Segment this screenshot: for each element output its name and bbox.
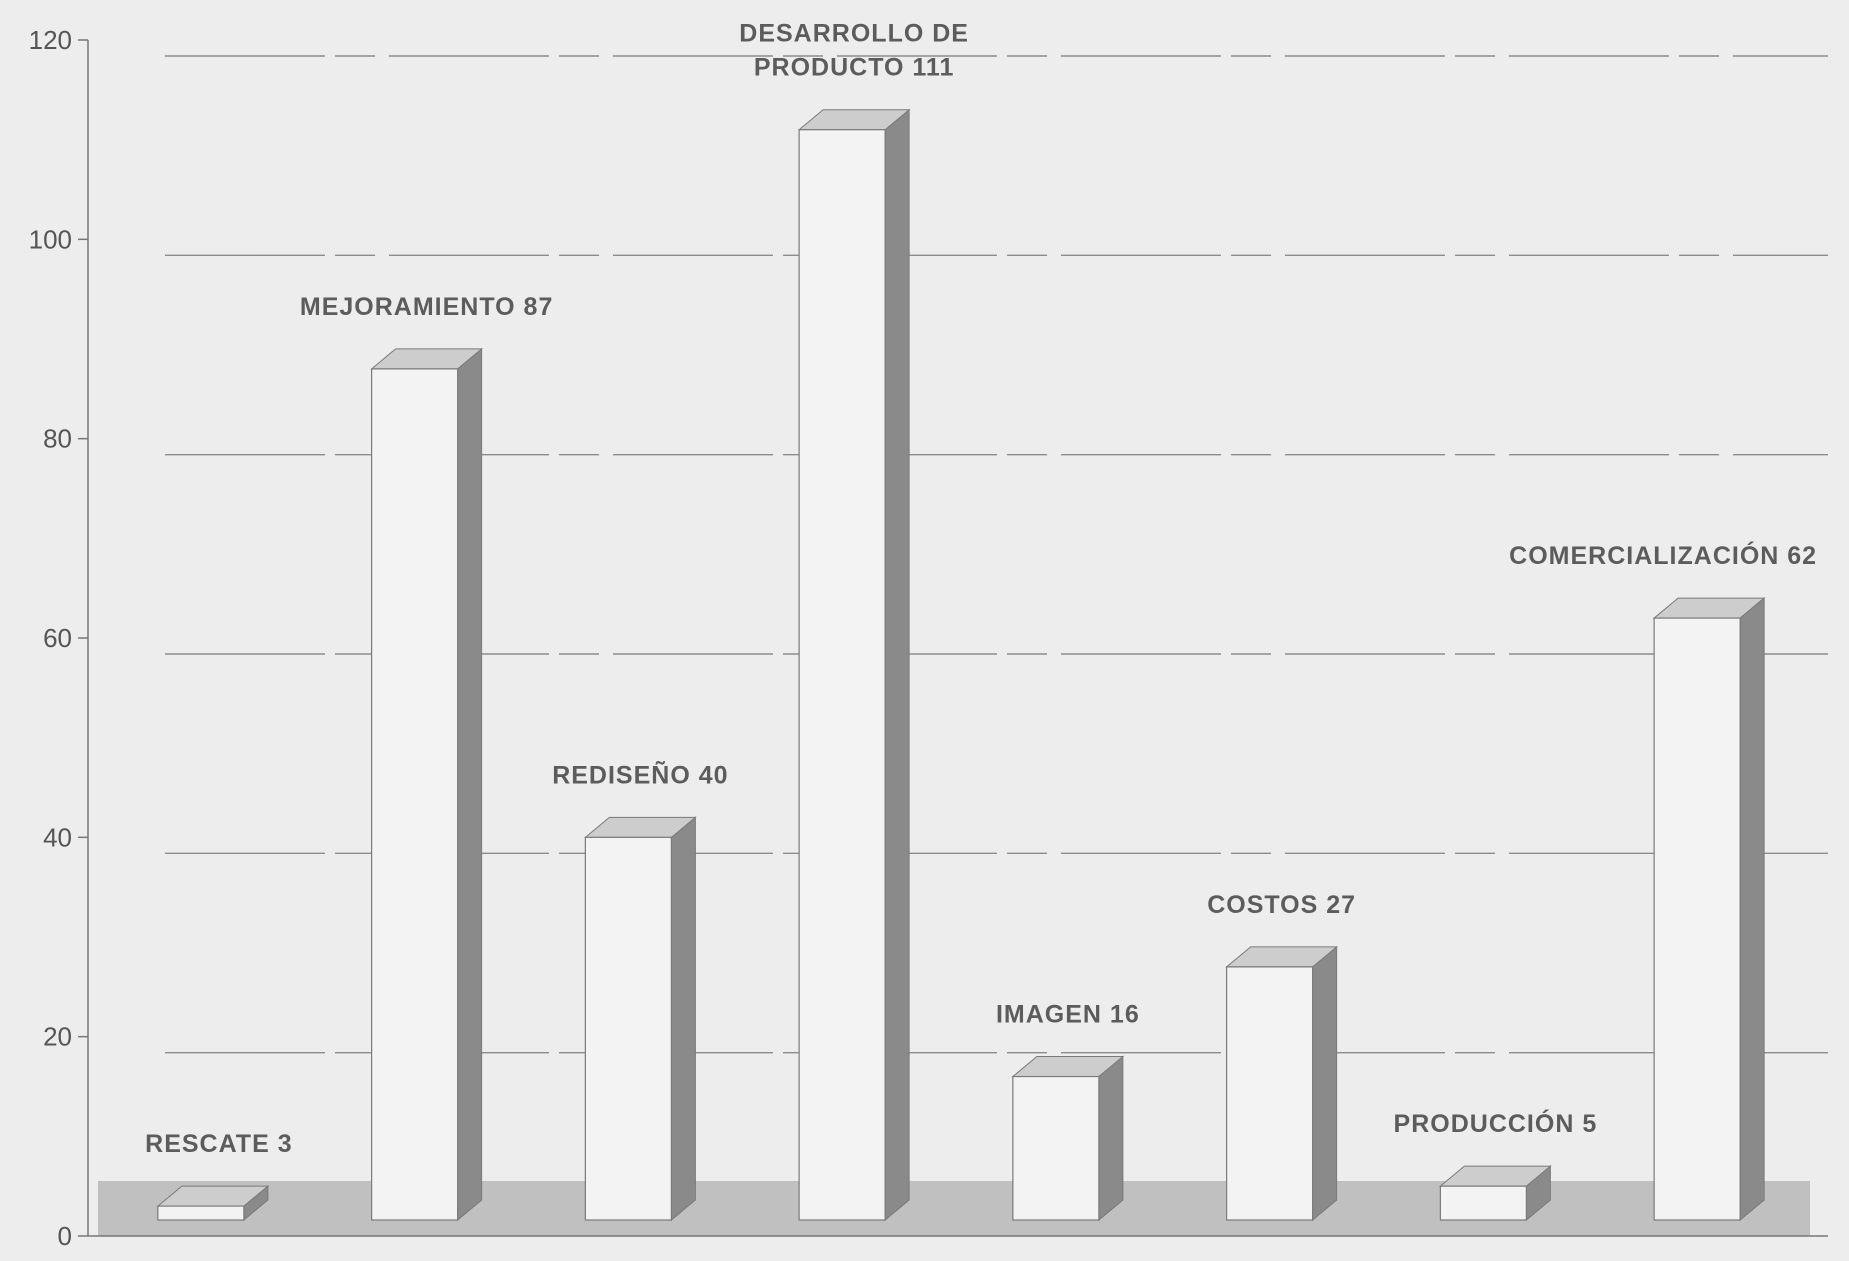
bar — [1653, 617, 1741, 1221]
data-label: COMERCIALIZACIÓN 62 — [1509, 540, 1817, 570]
bar — [584, 836, 672, 1221]
y-tick-label: 80 — [43, 424, 72, 454]
data-label: PRODUCTO 111 — [754, 54, 955, 82]
bar — [371, 368, 459, 1221]
bar — [1226, 966, 1314, 1221]
bar — [798, 129, 886, 1221]
y-tick-label: 20 — [43, 1022, 72, 1052]
bar-side — [1098, 1055, 1124, 1222]
data-label: DESARROLLO DE — [739, 20, 969, 48]
data-label: IMAGEN 16 — [996, 1001, 1140, 1029]
bar-side — [1312, 945, 1338, 1222]
chart-floor — [98, 1181, 1810, 1236]
y-tick-label: 0 — [58, 1221, 72, 1251]
data-label: RESCATE 3 — [145, 1130, 292, 1158]
bar — [157, 1205, 245, 1221]
y-tick-label: 120 — [29, 25, 72, 55]
data-label: COSTOS 27 — [1207, 891, 1356, 919]
data-label: PRODUCCIÓN 5 — [1394, 1108, 1598, 1138]
bar-side — [884, 108, 910, 1222]
bar — [1439, 1185, 1527, 1221]
y-tick-label: 100 — [29, 224, 72, 254]
bar-side — [457, 347, 483, 1222]
y-tick-label: 40 — [43, 822, 72, 852]
bar-side — [670, 816, 696, 1222]
bar — [1012, 1075, 1100, 1221]
y-tick-label: 60 — [43, 623, 72, 653]
data-label: REDISEÑO 40 — [552, 759, 728, 789]
bar-side — [1739, 596, 1765, 1222]
data-label: MEJORAMIENTO 87 — [300, 293, 553, 321]
